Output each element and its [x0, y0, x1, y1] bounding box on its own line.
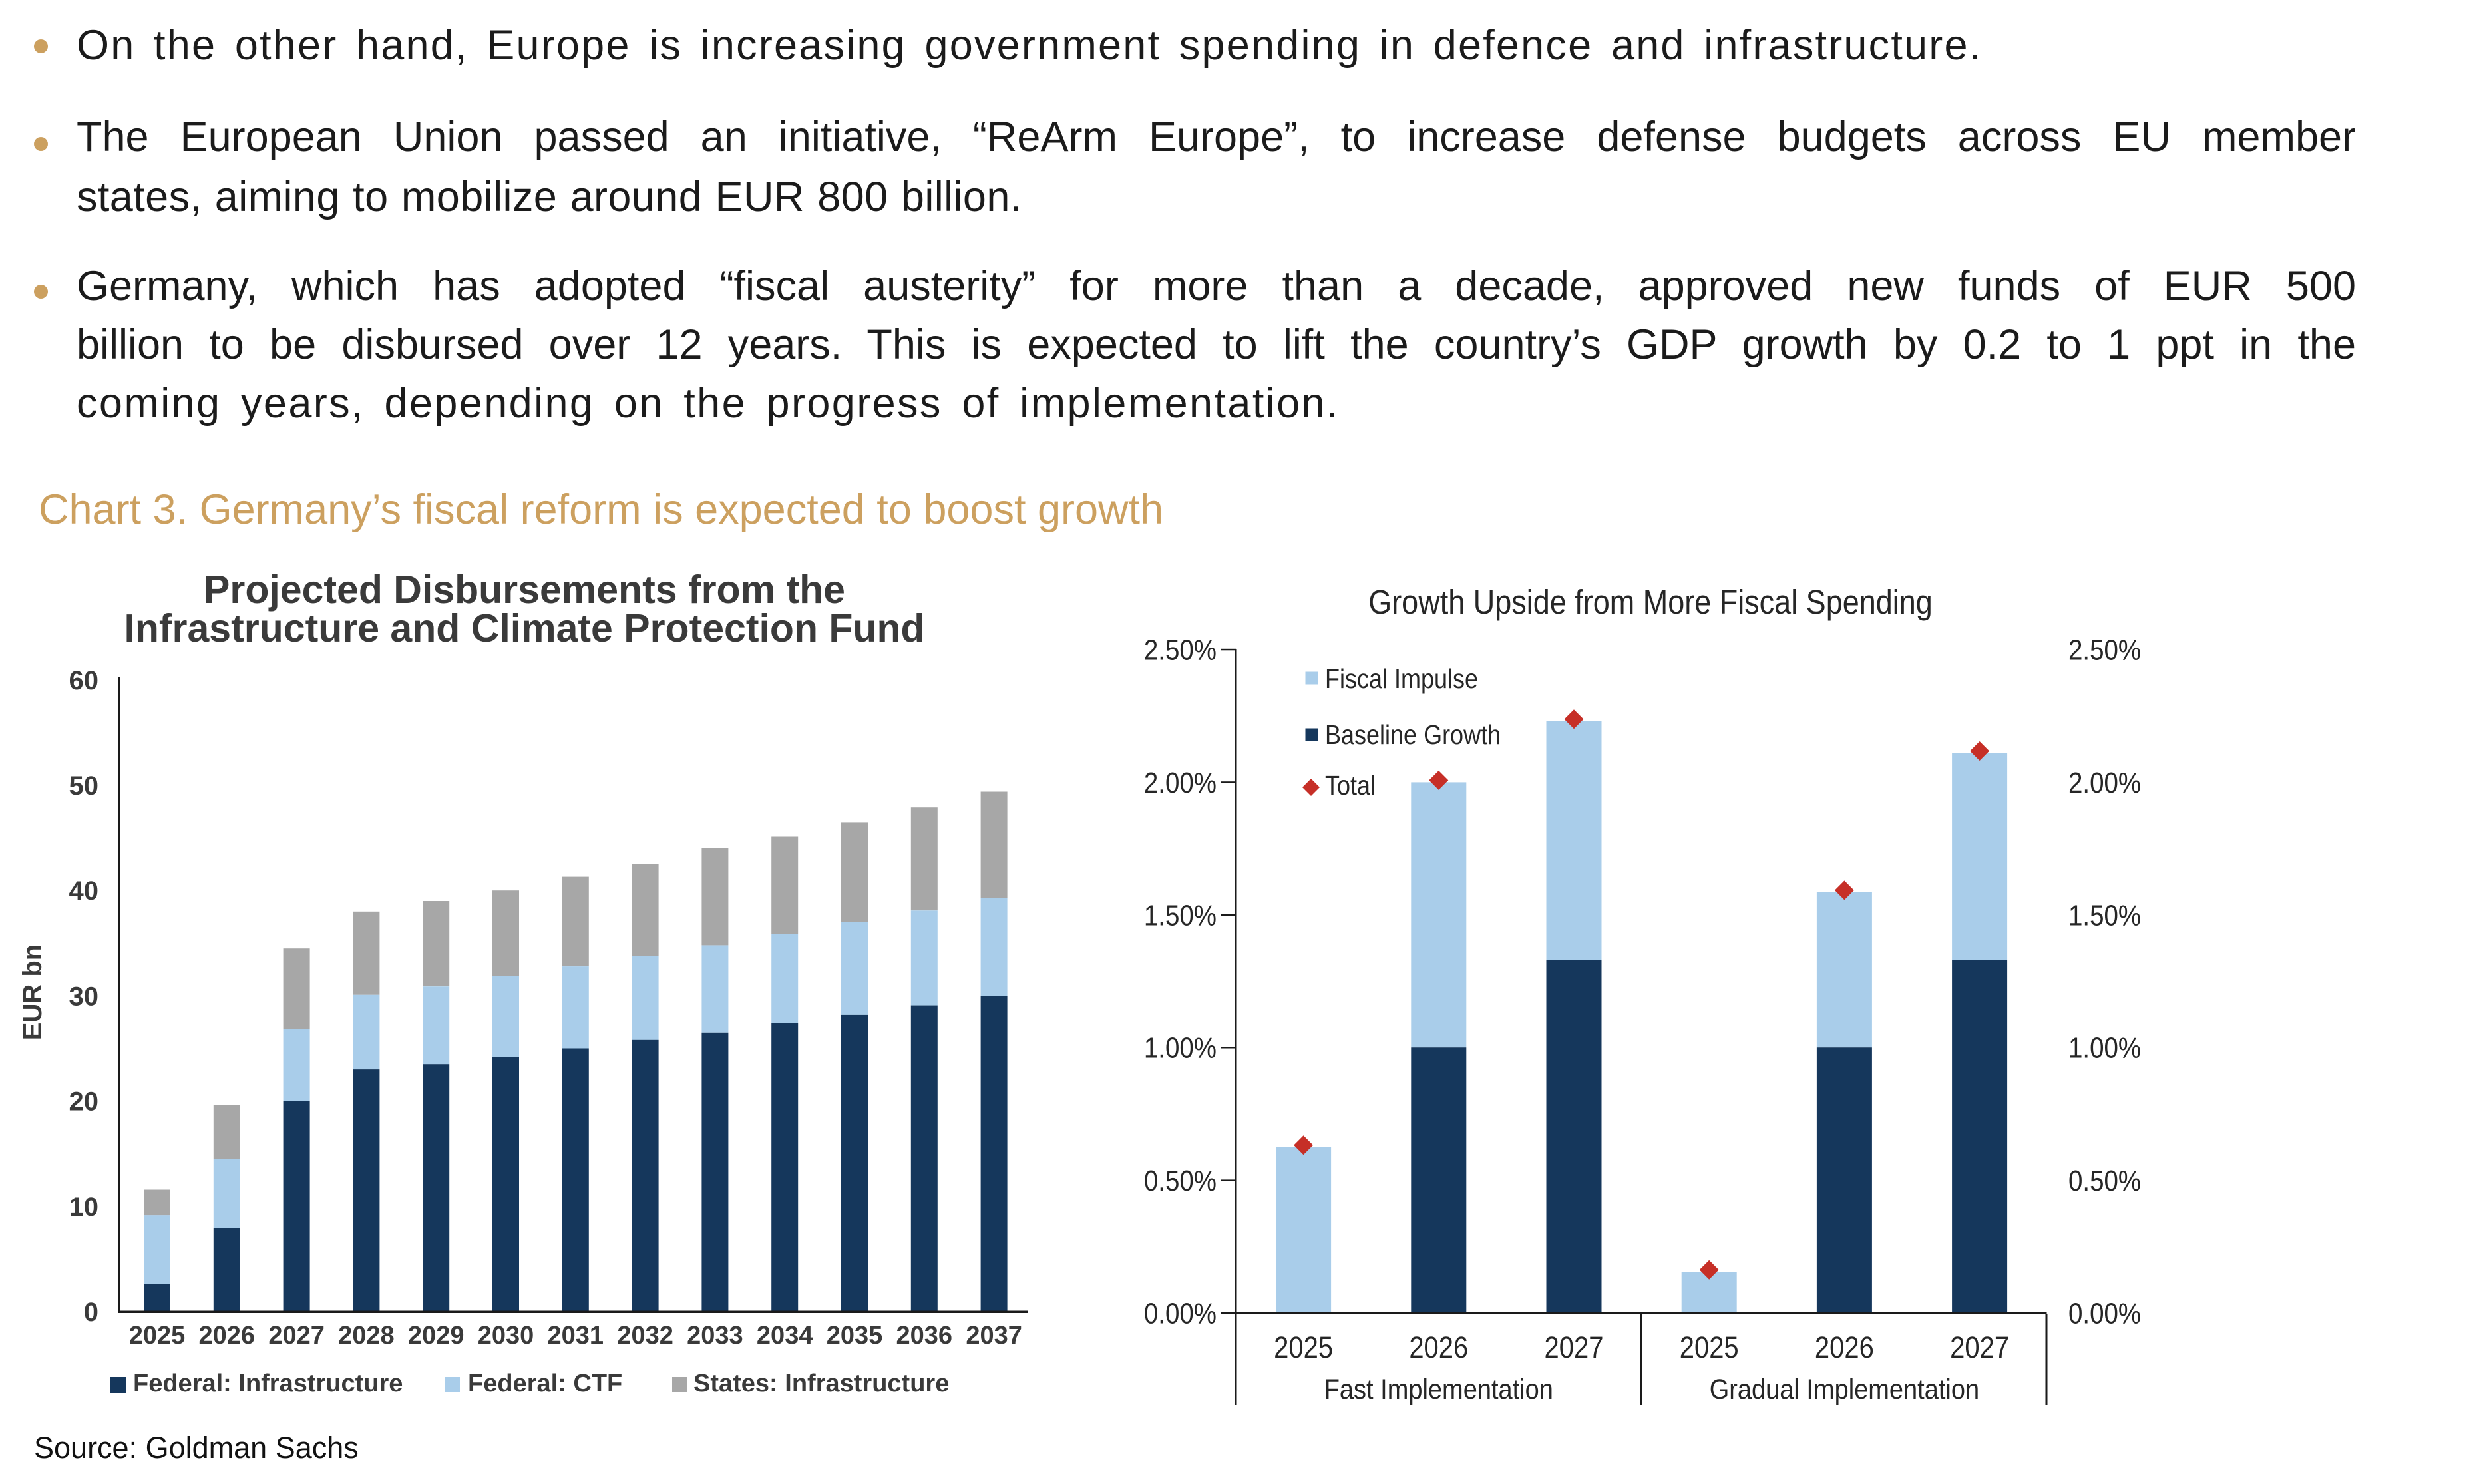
svg-text:2.50%: 2.50% — [2068, 634, 2141, 666]
svg-text:1.00%: 1.00% — [1144, 1032, 1217, 1065]
svg-text:0.50%: 0.50% — [1144, 1165, 1217, 1197]
svg-text:Infrastructure and Climate Pro: Infrastructure and Climate Protection Fu… — [124, 606, 924, 650]
svg-text:0: 0 — [84, 1298, 98, 1327]
svg-text:30: 30 — [69, 982, 99, 1011]
svg-text:50: 50 — [69, 771, 99, 801]
svg-text:Growth Upside from More Fiscal: Growth Upside from More Fiscal Spending — [1368, 584, 1933, 622]
svg-text:Fast Implementation: Fast Implementation — [1324, 1373, 1553, 1405]
svg-text:10: 10 — [69, 1193, 99, 1222]
svg-text:2.00%: 2.00% — [1144, 767, 1217, 799]
svg-text:Federal: CTF: Federal: CTF — [468, 1370, 622, 1397]
svg-text:2030: 2030 — [478, 1322, 534, 1350]
svg-text:2025: 2025 — [1274, 1331, 1333, 1365]
svg-text:Baseline Growth: Baseline Growth — [1325, 720, 1501, 751]
svg-text:0.00%: 0.00% — [2068, 1297, 2141, 1330]
svg-text:2033: 2033 — [687, 1322, 743, 1350]
svg-text:60: 60 — [69, 666, 99, 695]
svg-text:Total: Total — [1325, 771, 1376, 801]
svg-text:2.00%: 2.00% — [2068, 767, 2141, 799]
svg-text:2025: 2025 — [1680, 1331, 1739, 1365]
svg-text:1.00%: 1.00% — [2068, 1032, 2141, 1065]
svg-text:2025: 2025 — [129, 1322, 186, 1350]
svg-text:2028: 2028 — [338, 1322, 395, 1350]
svg-text:1.50%: 1.50% — [1144, 899, 1217, 932]
svg-text:Fiscal Impulse: Fiscal Impulse — [1325, 664, 1478, 695]
svg-text:20: 20 — [69, 1087, 99, 1117]
svg-text:1.50%: 1.50% — [2068, 899, 2141, 932]
svg-text:2026: 2026 — [199, 1322, 256, 1350]
svg-text:40: 40 — [69, 876, 99, 906]
svg-text:2036: 2036 — [896, 1322, 953, 1350]
svg-text:Projected Disbursements from t: Projected Disbursements from the — [204, 568, 845, 612]
svg-text:2027: 2027 — [268, 1322, 325, 1350]
svg-text:0.00%: 0.00% — [1144, 1297, 1217, 1330]
svg-text:Federal: Infrastructure: Federal: Infrastructure — [133, 1370, 403, 1397]
svg-text:2031: 2031 — [548, 1322, 604, 1350]
svg-text:0.50%: 0.50% — [2068, 1165, 2141, 1197]
svg-text:2037: 2037 — [966, 1322, 1022, 1350]
svg-text:2027: 2027 — [1950, 1331, 2009, 1365]
svg-text:States: Infrastructure: States: Infrastructure — [693, 1370, 949, 1397]
svg-text:2026: 2026 — [1815, 1331, 1874, 1365]
svg-text:2.50%: 2.50% — [1144, 634, 1217, 666]
svg-text:EUR bn: EUR bn — [18, 944, 47, 1040]
svg-text:2027: 2027 — [1545, 1331, 1604, 1365]
svg-text:2026: 2026 — [1409, 1331, 1468, 1365]
svg-text:2029: 2029 — [408, 1322, 465, 1350]
svg-text:2035: 2035 — [827, 1322, 883, 1350]
svg-text:2032: 2032 — [617, 1322, 673, 1350]
svg-text:Gradual Implementation: Gradual Implementation — [1710, 1373, 1979, 1405]
svg-text:2034: 2034 — [757, 1322, 813, 1350]
